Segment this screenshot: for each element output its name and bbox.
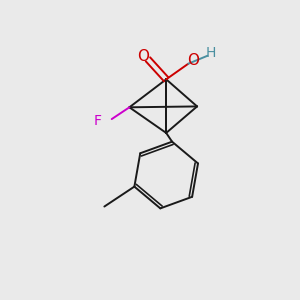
- Text: O: O: [188, 53, 200, 68]
- Text: F: F: [94, 114, 102, 128]
- Text: H: H: [205, 46, 215, 60]
- Text: O: O: [136, 49, 148, 64]
